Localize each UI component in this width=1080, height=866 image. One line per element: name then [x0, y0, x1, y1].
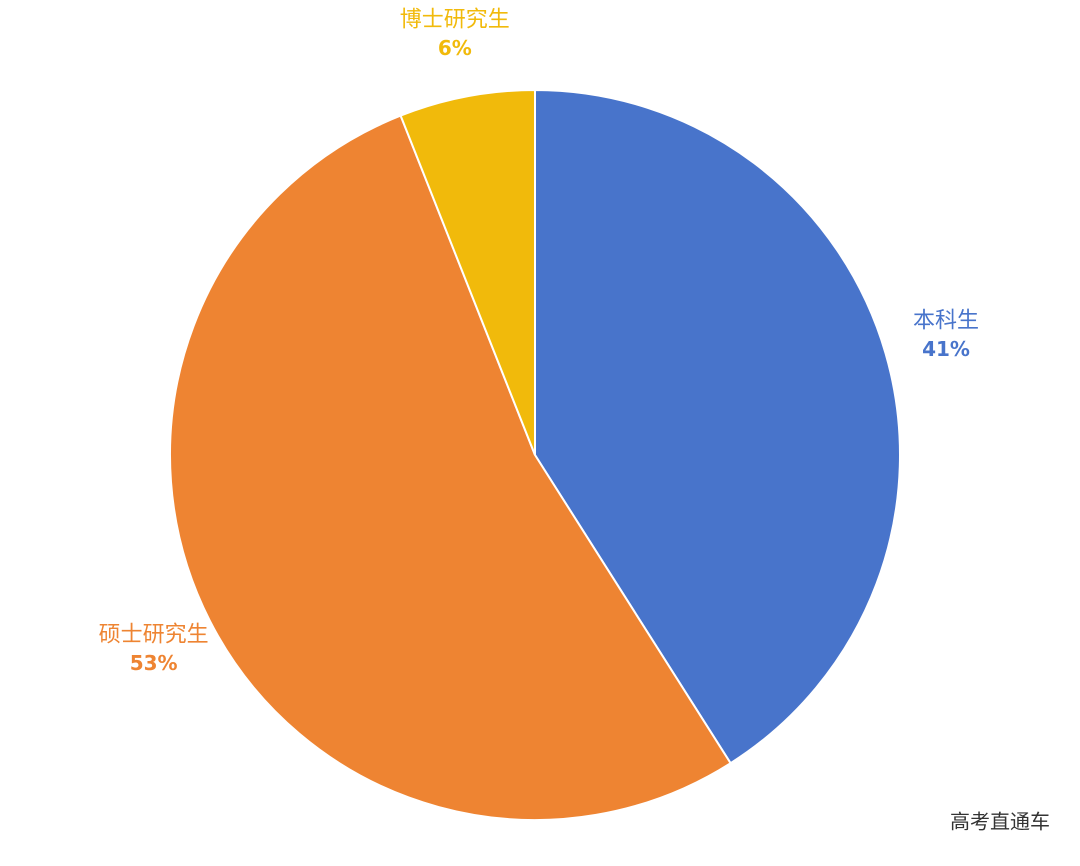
slice-label: 本科生 [913, 309, 979, 334]
pie-slice [534, 88, 901, 765]
value-label: 53% [130, 651, 178, 675]
pie-slice [169, 114, 732, 821]
slice-label: 博士研究生 [400, 8, 510, 33]
pie-slice [399, 88, 536, 456]
watermark: 高考直通车 [950, 810, 1050, 834]
value-label: 6% [438, 36, 472, 60]
value-label: 41% [922, 337, 970, 361]
slice-label: 硕士研究生 [99, 622, 209, 647]
